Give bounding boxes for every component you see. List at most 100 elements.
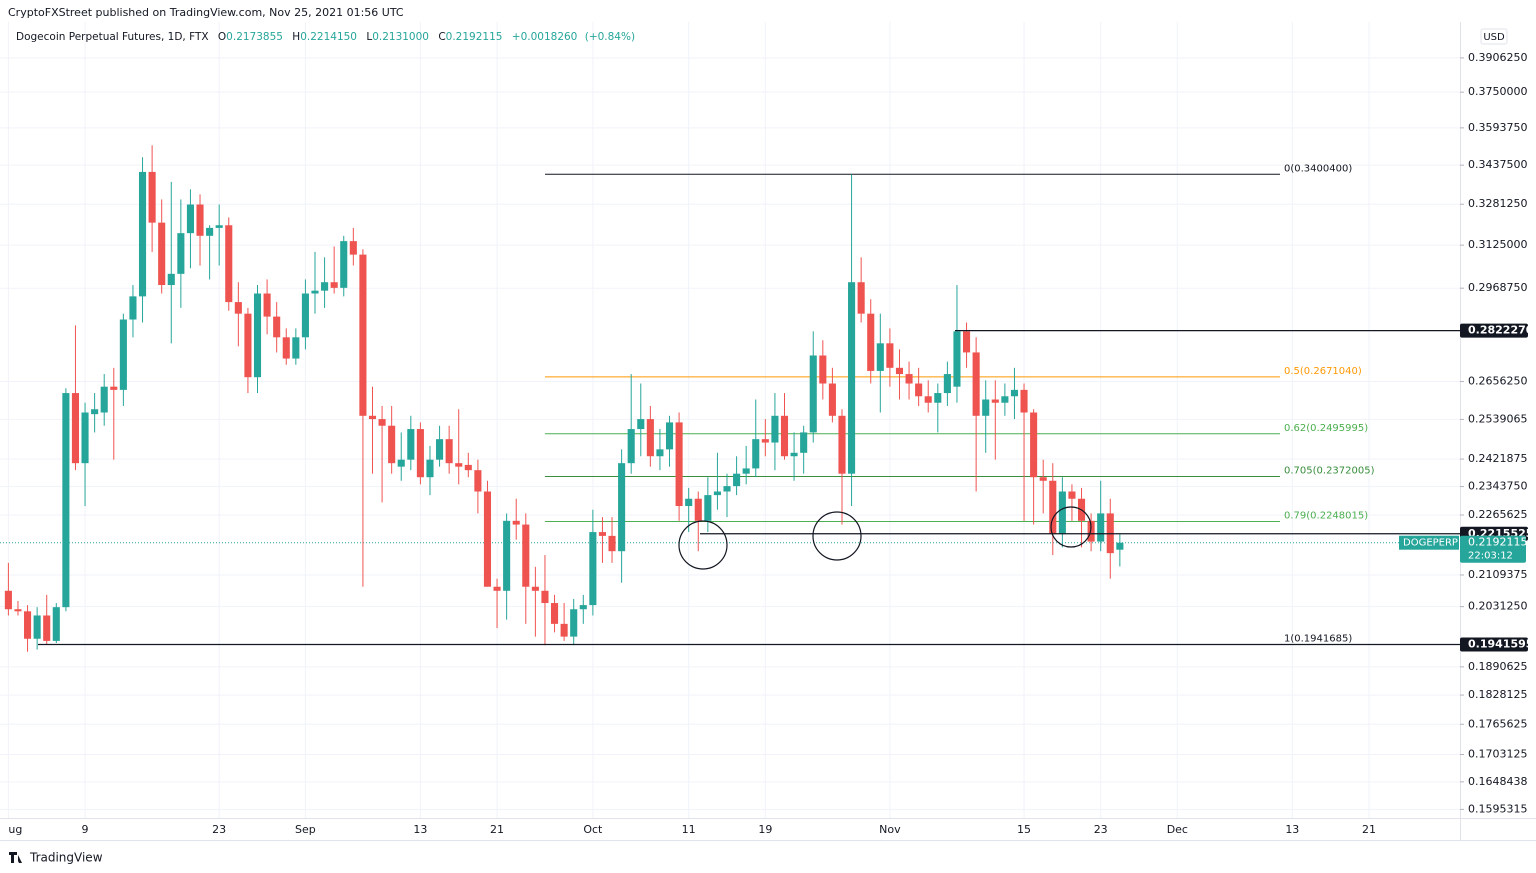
price-tag bbox=[1460, 637, 1528, 652]
publisher: CryptoFXStreet published on TradingView.… bbox=[8, 6, 404, 19]
candle-body bbox=[1010, 389, 1019, 397]
candle-body bbox=[321, 282, 329, 291]
candle-body bbox=[780, 415, 789, 457]
candle-body bbox=[397, 459, 405, 467]
candle-body bbox=[627, 429, 635, 464]
candle-body bbox=[742, 468, 750, 474]
candle-body bbox=[915, 383, 923, 397]
x-tick-label: 13 bbox=[413, 823, 427, 836]
candle-body bbox=[895, 367, 904, 375]
candle-body bbox=[91, 409, 99, 415]
annotations bbox=[678, 506, 1092, 570]
candle-body bbox=[541, 590, 549, 604]
candle-body bbox=[713, 491, 721, 496]
y-tick-label: 0.3750000 bbox=[1468, 85, 1528, 98]
legend-change-pct: (+0.84%) bbox=[585, 31, 635, 43]
fib-label: 0.5(0.2671040) bbox=[1284, 366, 1362, 377]
candle-body bbox=[52, 607, 60, 641]
candle-body bbox=[71, 393, 80, 464]
candle-body bbox=[273, 316, 281, 338]
candle-body bbox=[637, 419, 645, 430]
x-tick-label: 21 bbox=[1362, 823, 1376, 836]
candle-body bbox=[1116, 542, 1124, 550]
candle-body bbox=[148, 171, 156, 223]
candle-body bbox=[1049, 480, 1057, 534]
x-tick-label: 19 bbox=[758, 823, 772, 836]
x-tick-label: Dec bbox=[1167, 823, 1188, 836]
x-tick-label: ug bbox=[8, 823, 22, 836]
candle-body bbox=[359, 254, 367, 416]
candle-body bbox=[158, 222, 166, 286]
y-tick-label: 0.1828125 bbox=[1468, 688, 1528, 701]
candle-body bbox=[129, 296, 137, 320]
candle-body bbox=[886, 343, 894, 368]
candle-body bbox=[694, 498, 702, 521]
candle-body bbox=[24, 611, 32, 639]
legend-value: 0.2214150 bbox=[300, 31, 357, 43]
y-tick-label: 0.3593750 bbox=[1468, 121, 1528, 134]
x-tick-label: Nov bbox=[879, 823, 901, 836]
y-tick-label: 0.2031250 bbox=[1468, 600, 1528, 613]
currency-box bbox=[1480, 28, 1508, 45]
y-tick-label: 0.2421875 bbox=[1468, 452, 1528, 465]
candle-body bbox=[550, 603, 559, 624]
candle-body bbox=[14, 609, 22, 612]
candle-body bbox=[33, 615, 41, 639]
candle-body bbox=[455, 463, 463, 467]
legend-key: L bbox=[366, 31, 372, 43]
candle-body bbox=[618, 463, 626, 552]
candle-body bbox=[368, 415, 377, 420]
candle-body bbox=[953, 331, 961, 387]
countdown-label: 22:03:12 bbox=[1468, 551, 1513, 562]
candle-body bbox=[253, 293, 262, 378]
y-tick-label: 0.3125000 bbox=[1468, 238, 1528, 251]
candle-body bbox=[608, 535, 616, 552]
candle-body bbox=[1039, 477, 1047, 481]
candle-body bbox=[867, 313, 875, 371]
candle-body bbox=[301, 293, 309, 338]
candle-body bbox=[589, 532, 597, 606]
logo-icon bbox=[9, 852, 22, 863]
candle-body bbox=[1030, 412, 1038, 478]
y-tick-label: 0.2656250 bbox=[1468, 375, 1528, 388]
y-tick-label: 0.2968750 bbox=[1468, 281, 1528, 294]
symbol-tag bbox=[1399, 535, 1459, 550]
candle-body bbox=[464, 464, 472, 471]
candle-body bbox=[733, 473, 741, 487]
candle-body bbox=[436, 439, 444, 460]
candle-body bbox=[493, 586, 501, 591]
x-tick-label: 9 bbox=[82, 823, 89, 836]
candle-body bbox=[579, 605, 587, 610]
candle-body bbox=[196, 204, 204, 236]
x-tick-label: 15 bbox=[1017, 823, 1031, 836]
candle-body bbox=[416, 429, 424, 478]
candle-body bbox=[378, 419, 386, 426]
candle-body bbox=[388, 425, 396, 464]
candle-body bbox=[503, 520, 511, 591]
candle-body bbox=[483, 491, 492, 587]
y-tick-label: 0.1595315 bbox=[1468, 802, 1528, 815]
candle-body bbox=[982, 399, 990, 416]
legend-value: 0.2192115 bbox=[446, 31, 503, 43]
y-tick-label: 0.2109375 bbox=[1468, 568, 1528, 581]
candle-body bbox=[186, 204, 194, 234]
brand: TradingView bbox=[29, 851, 103, 865]
candle-body bbox=[244, 313, 252, 378]
candle-body bbox=[598, 532, 606, 536]
candle-body bbox=[282, 337, 290, 359]
candle-body bbox=[570, 609, 578, 637]
price-tag bbox=[1460, 323, 1528, 338]
x-tick-label: 23 bbox=[1094, 823, 1108, 836]
legend-value: 0.2173855 bbox=[226, 31, 283, 43]
fib-label: 0.79(0.2248015) bbox=[1284, 511, 1368, 522]
candle-body bbox=[800, 432, 808, 453]
candle-body bbox=[809, 355, 817, 433]
candle-body bbox=[206, 227, 214, 236]
candle-body bbox=[704, 495, 712, 521]
candle-body bbox=[905, 374, 913, 384]
legend-key: H bbox=[292, 31, 300, 43]
candle-body bbox=[1058, 491, 1066, 534]
candle-body bbox=[1020, 389, 1028, 413]
price-tag-label: 0.2822270 bbox=[1468, 324, 1534, 337]
